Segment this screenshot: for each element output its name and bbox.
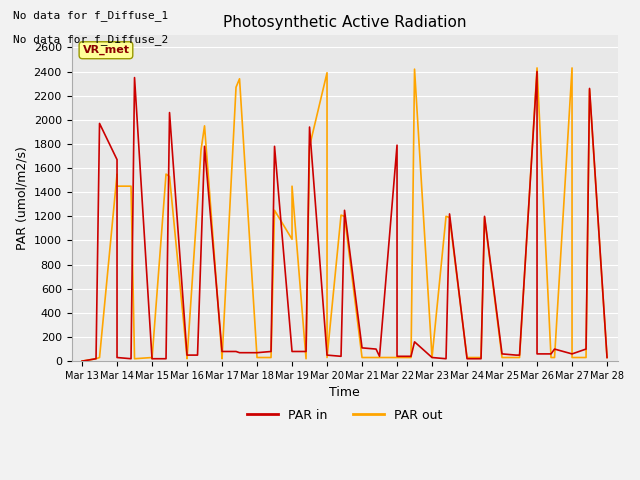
Y-axis label: PAR (umol/m2/s): PAR (umol/m2/s)	[15, 146, 28, 250]
Text: VR_met: VR_met	[83, 45, 129, 55]
X-axis label: Time: Time	[329, 386, 360, 399]
Text: No data for f_Diffuse_1: No data for f_Diffuse_1	[13, 10, 168, 21]
Legend: PAR in, PAR out: PAR in, PAR out	[242, 404, 447, 427]
Title: Photosynthetic Active Radiation: Photosynthetic Active Radiation	[223, 15, 467, 30]
Text: No data for f_Diffuse_2: No data for f_Diffuse_2	[13, 34, 168, 45]
